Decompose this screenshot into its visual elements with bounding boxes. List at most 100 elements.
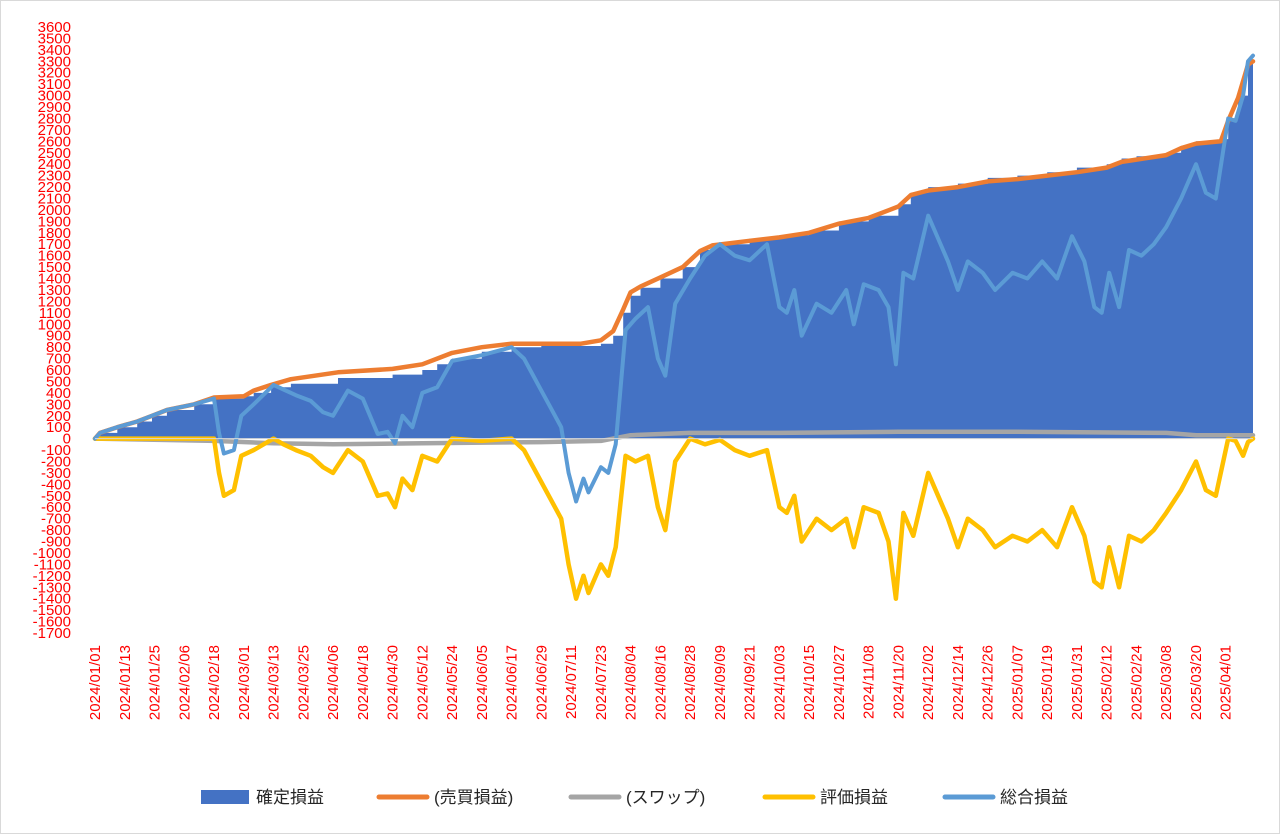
y-tick-label: 3600 — [38, 19, 71, 36]
y-tick-label: -1200 — [33, 568, 71, 585]
line-series-3 — [92, 436, 1256, 601]
x-tick-label: 2024/01/01 — [87, 645, 104, 720]
y-tick-label: 1300 — [38, 282, 71, 299]
legend-label-4: 総合損益 — [1000, 788, 1068, 807]
y-tick-label: -1300 — [33, 579, 71, 596]
y-tick-label: -100 — [41, 442, 71, 459]
y-tick-label: 1400 — [38, 271, 71, 288]
x-tick-label: 2024/08/28 — [682, 645, 699, 720]
y-tick-label: -800 — [41, 522, 71, 539]
legend-label-2: (スワップ) — [626, 788, 705, 807]
legend-label-3: 評価損益 — [820, 788, 888, 807]
y-tick-label: 900 — [46, 328, 71, 345]
y-tick-label: -1400 — [33, 591, 71, 608]
x-tick-label: 2024/11/08 — [861, 645, 878, 719]
y-tick-label: 500 — [46, 373, 71, 390]
x-tick-label: 2024/07/11 — [563, 645, 580, 719]
area-kakutei-soneki — [95, 55, 1253, 439]
y-tick-label: -1700 — [33, 625, 71, 642]
x-tick-label: 2024/05/12 — [414, 645, 431, 720]
y-tick-label: 1500 — [38, 259, 71, 276]
x-tick-label: 2024/05/24 — [444, 645, 461, 720]
legend-swatch-0 — [201, 790, 249, 804]
x-tick-label: 2024/06/29 — [533, 645, 550, 720]
x-tick-label: 2024/07/23 — [593, 645, 610, 720]
y-tick-label: 1600 — [38, 248, 71, 265]
x-tick-label: 2024/02/18 — [206, 645, 223, 720]
legend-label-0: 確定損益 — [256, 788, 324, 807]
x-tick-label: 2025/01/07 — [1009, 645, 1026, 720]
legend-item-1: (売買損益) — [376, 788, 513, 807]
x-tick-label: 2024/06/05 — [474, 645, 491, 720]
y-tick-label: 1000 — [38, 316, 71, 333]
x-tick-label: 2024/10/27 — [831, 645, 848, 720]
y-tick-label: 3500 — [38, 30, 71, 47]
y-tick-label: -1600 — [33, 614, 71, 631]
y-tick-label: 2300 — [38, 168, 71, 185]
x-tick-label: 2024/04/06 — [325, 645, 342, 720]
y-tick-label: 1800 — [38, 225, 71, 242]
x-tick-label: 2024/09/09 — [712, 645, 729, 720]
area-layer — [95, 55, 1253, 439]
x-tick-labels: 2024/01/01 2024/01/13 2024/01/25 2024/02/06… — [87, 645, 1235, 720]
y-tick-label: 2200 — [38, 179, 71, 196]
x-tick-label: 2024/10/15 — [801, 645, 818, 720]
y-tick-label: -900 — [41, 534, 71, 551]
y-tick-label: 2700 — [38, 122, 71, 139]
y-tick-label: 100 — [46, 419, 71, 436]
y-tick-label: -1500 — [33, 602, 71, 619]
x-tick-label: 2024/12/26 — [980, 645, 997, 720]
x-tick-label: 2024/12/02 — [920, 645, 937, 720]
y-tick-label: 3000 — [38, 88, 71, 105]
x-tick-label: 2024/01/25 — [147, 645, 164, 720]
y-tick-label: 1200 — [38, 293, 71, 310]
legend-item-2: (スワップ) — [568, 788, 705, 807]
y-tick-label: 400 — [46, 385, 71, 402]
lines-layer — [92, 53, 1256, 601]
x-tick-label: 2025/02/12 — [1099, 645, 1116, 720]
x-tick-label: 2025/02/24 — [1129, 645, 1146, 720]
y-tick-label: 1700 — [38, 236, 71, 253]
line-series-2 — [92, 429, 1256, 447]
y-tick-label: 1900 — [38, 213, 71, 230]
y-tick-label: 2000 — [38, 202, 71, 219]
x-tick-label: 2024/09/21 — [742, 645, 759, 720]
y-tick-label: 3400 — [38, 42, 71, 59]
y-tick-labels: -1700-1600-1500-1400-1300-1200-1100-1000… — [33, 19, 71, 642]
y-tick-label: 3200 — [38, 65, 71, 82]
y-tick-label: 700 — [46, 351, 71, 368]
x-tick-label: 2025/03/20 — [1188, 645, 1205, 720]
y-tick-label: -500 — [41, 488, 71, 505]
line-series-1 — [92, 59, 1256, 441]
y-tick-label: -400 — [41, 476, 71, 493]
legend-item-3: 評価損益 — [762, 788, 888, 807]
x-tick-label: 2024/06/17 — [504, 645, 521, 720]
y-tick-label: -1000 — [33, 545, 71, 562]
x-tick-label: 2024/04/30 — [385, 645, 402, 720]
y-tick-label: 3100 — [38, 76, 71, 93]
y-tick-label: 300 — [46, 396, 71, 413]
legend: 確定損益 (売買損益) (スワップ) 評価損益 総合損益 — [201, 788, 1068, 807]
y-tick-label: 2500 — [38, 145, 71, 162]
y-tick-label: 0 — [63, 431, 71, 448]
x-tick-label: 2024/12/14 — [950, 645, 967, 720]
y-tick-label: 200 — [46, 408, 71, 425]
x-tick-label: 2024/04/18 — [355, 645, 372, 720]
y-tick-label: 3300 — [38, 53, 71, 70]
x-tick-label: 2024/08/16 — [652, 645, 669, 720]
y-tick-label: -700 — [41, 511, 71, 528]
x-tick-label: 2024/03/01 — [236, 645, 253, 720]
x-tick-label: 2024/03/25 — [295, 645, 312, 720]
x-tick-label: 2025/03/08 — [1158, 645, 1175, 720]
y-tick-label: -600 — [41, 499, 71, 516]
y-tick-label: 2100 — [38, 191, 71, 208]
y-tick-label: 800 — [46, 339, 71, 356]
x-tick-label: 2025/01/31 — [1069, 645, 1086, 720]
x-tick-label: 2024/10/03 — [771, 645, 788, 720]
y-tick-label: 1100 — [39, 305, 71, 322]
line-series-4 — [93, 53, 1255, 504]
x-tick-label: 2025/01/19 — [1039, 645, 1056, 720]
y-tick-label: -1100 — [34, 556, 71, 573]
